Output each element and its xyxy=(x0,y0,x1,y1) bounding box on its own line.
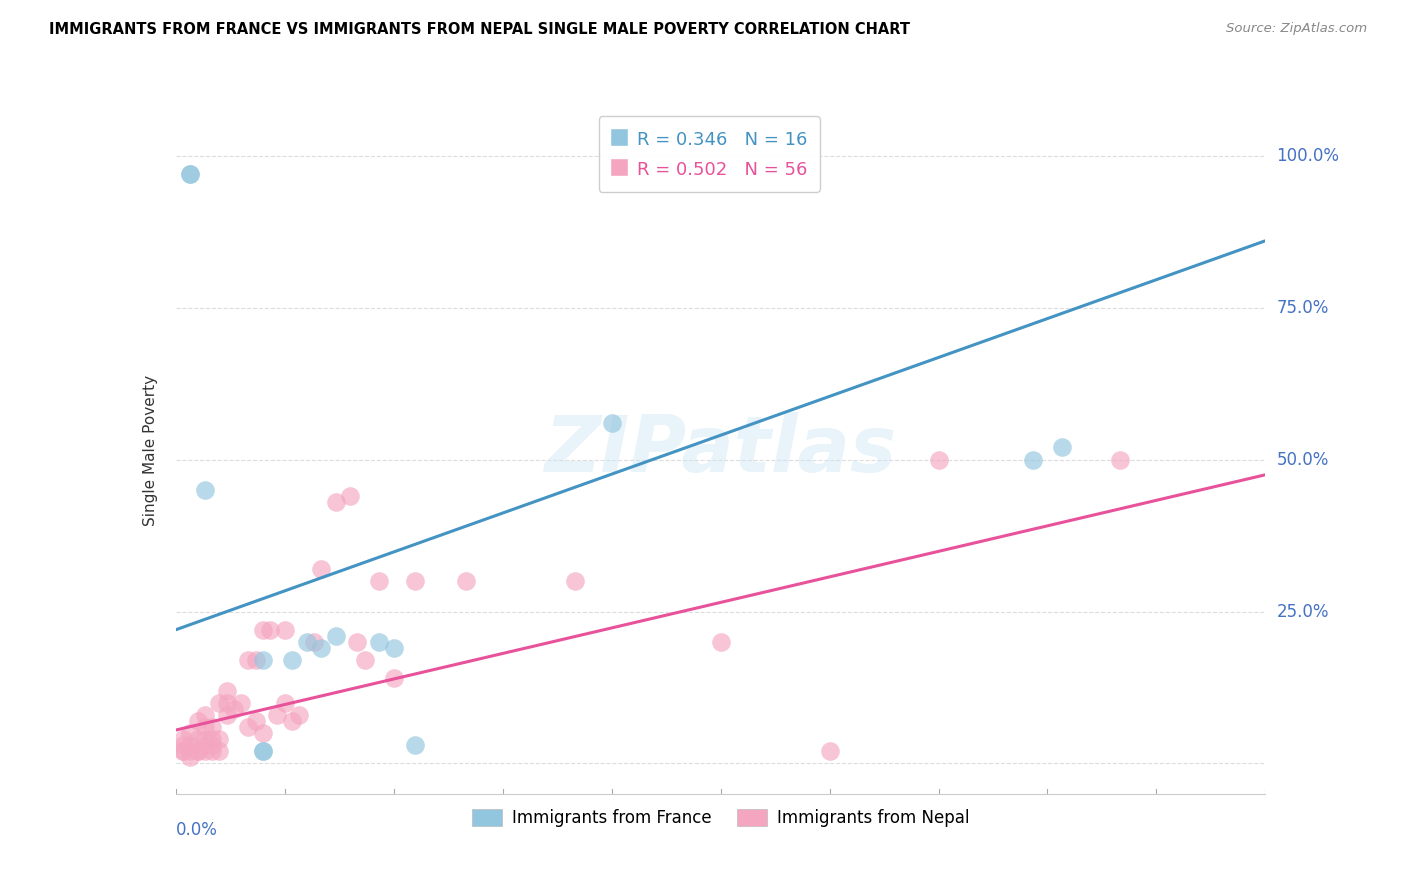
Point xyxy=(252,623,274,637)
Point xyxy=(1109,452,1132,467)
Point xyxy=(1050,441,1073,455)
Point xyxy=(302,635,325,649)
Text: 25.0%: 25.0% xyxy=(1277,602,1329,621)
Point xyxy=(172,744,194,758)
Point xyxy=(274,623,297,637)
Text: ZIPatlas: ZIPatlas xyxy=(544,412,897,489)
Point xyxy=(368,574,391,589)
Point xyxy=(1022,452,1045,467)
Point xyxy=(179,750,201,764)
Point xyxy=(353,653,375,667)
Point xyxy=(325,629,347,643)
Point xyxy=(194,744,217,758)
Point xyxy=(382,640,405,655)
Point xyxy=(238,653,260,667)
Point xyxy=(194,738,217,752)
Text: IMMIGRANTS FROM FRANCE VS IMMIGRANTS FROM NEPAL SINGLE MALE POVERTY CORRELATION : IMMIGRANTS FROM FRANCE VS IMMIGRANTS FRO… xyxy=(49,22,910,37)
Point xyxy=(194,720,217,734)
Point xyxy=(179,167,201,181)
Point xyxy=(288,707,311,722)
Point xyxy=(252,744,274,758)
Point xyxy=(928,452,950,467)
Point xyxy=(194,707,217,722)
Point xyxy=(818,744,841,758)
Point xyxy=(179,167,201,181)
Point xyxy=(405,738,427,752)
Point xyxy=(208,732,231,747)
Point xyxy=(201,738,224,752)
Point xyxy=(600,416,623,430)
Point xyxy=(710,635,733,649)
Point xyxy=(194,732,217,747)
Point xyxy=(252,726,274,740)
Point xyxy=(215,707,238,722)
Point xyxy=(172,732,194,747)
Point xyxy=(456,574,478,589)
Point xyxy=(201,732,224,747)
Point xyxy=(309,640,332,655)
Point xyxy=(201,720,224,734)
Point xyxy=(179,726,201,740)
Legend: Immigrants from France, Immigrants from Nepal: Immigrants from France, Immigrants from … xyxy=(465,802,976,834)
Point xyxy=(179,744,201,758)
Point xyxy=(222,702,245,716)
Point xyxy=(186,714,209,728)
Text: 0.0%: 0.0% xyxy=(176,822,218,839)
Point xyxy=(368,635,391,649)
Y-axis label: Single Male Poverty: Single Male Poverty xyxy=(142,375,157,526)
Point xyxy=(274,696,297,710)
Point xyxy=(245,714,267,728)
Point xyxy=(252,744,274,758)
Point xyxy=(259,623,281,637)
Point xyxy=(382,672,405,686)
Point xyxy=(186,744,209,758)
Point xyxy=(281,653,304,667)
Point xyxy=(295,635,318,649)
Point xyxy=(238,720,260,734)
Point xyxy=(215,683,238,698)
Point xyxy=(564,574,586,589)
Point xyxy=(266,707,288,722)
Point xyxy=(325,495,347,509)
Point xyxy=(194,483,217,497)
Text: 100.0%: 100.0% xyxy=(1277,146,1340,165)
Point xyxy=(245,653,267,667)
Point xyxy=(339,489,361,503)
Point xyxy=(309,562,332,576)
Point xyxy=(281,714,304,728)
Point xyxy=(201,744,224,758)
Text: 75.0%: 75.0% xyxy=(1277,299,1329,317)
Text: 50.0%: 50.0% xyxy=(1277,450,1329,468)
Point xyxy=(179,738,201,752)
Point xyxy=(346,635,368,649)
Point xyxy=(172,738,194,752)
Point xyxy=(231,696,253,710)
Point xyxy=(186,732,209,747)
Point xyxy=(252,653,274,667)
Point xyxy=(215,696,238,710)
Point xyxy=(208,744,231,758)
Point xyxy=(208,696,231,710)
Point xyxy=(172,744,194,758)
Point xyxy=(405,574,427,589)
Point xyxy=(186,744,209,758)
Text: Source: ZipAtlas.com: Source: ZipAtlas.com xyxy=(1226,22,1367,36)
